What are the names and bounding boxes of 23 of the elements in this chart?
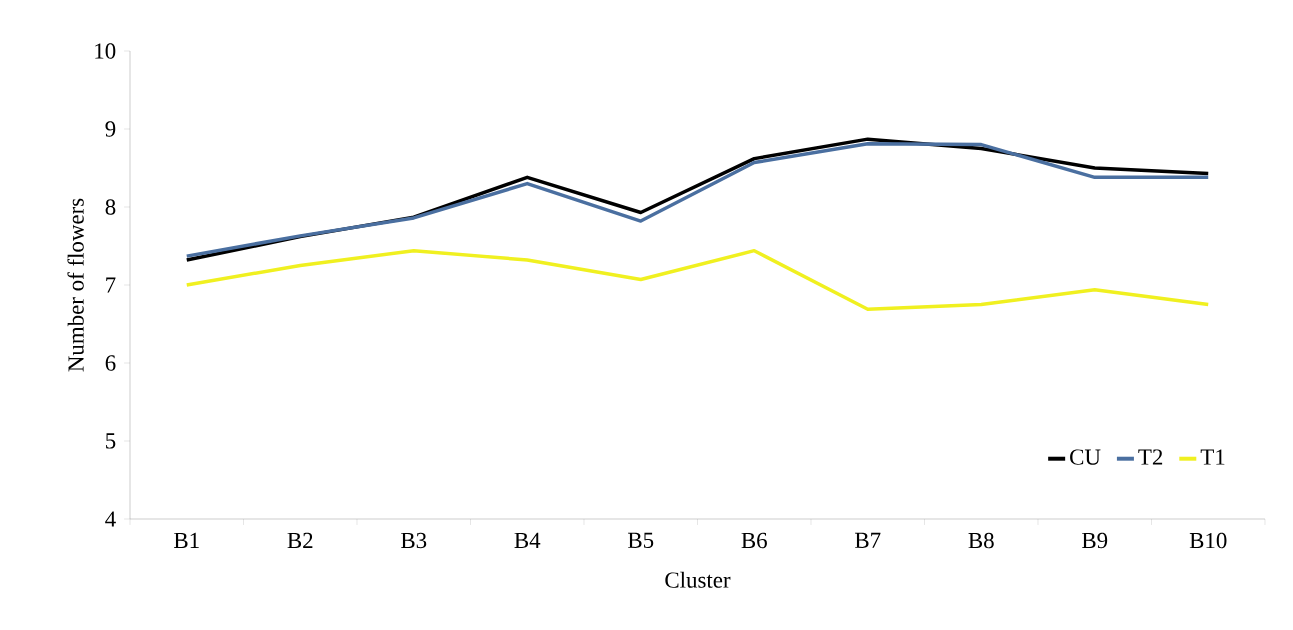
x-tick-label: B8 bbox=[968, 532, 994, 549]
y-tick-label: 7 bbox=[106, 277, 116, 293]
y-tick-label: 8 bbox=[105, 199, 116, 215]
x-tick-label: B7 bbox=[855, 532, 881, 548]
legend-label: CU bbox=[1070, 449, 1101, 465]
line-series bbox=[185, 248, 1210, 311]
x-tick-label: B5 bbox=[628, 532, 654, 549]
y-tick-label: 5 bbox=[106, 433, 116, 449]
y-tick-label: 10 bbox=[95, 43, 116, 59]
y-tick-label: 4 bbox=[105, 511, 116, 527]
x-tick-label: B10 bbox=[1189, 532, 1227, 549]
x-tick-label: B4 bbox=[514, 532, 541, 548]
y-axis-title: Number of flowers bbox=[67, 198, 84, 372]
x-tick-label: B9 bbox=[1082, 532, 1108, 549]
x-tick-label: B6 bbox=[741, 532, 767, 549]
x-tick-label: B2 bbox=[287, 532, 313, 549]
legend-label: T1 bbox=[1200, 449, 1225, 465]
legend-label: T2 bbox=[1138, 449, 1163, 465]
y-tick-label: 6 bbox=[105, 355, 116, 371]
y-tick-label: 9 bbox=[105, 121, 116, 137]
x-axis-title: Cluster bbox=[665, 571, 731, 588]
x-tick-label: B1 bbox=[174, 532, 199, 548]
x-tick-label: B3 bbox=[401, 532, 427, 549]
